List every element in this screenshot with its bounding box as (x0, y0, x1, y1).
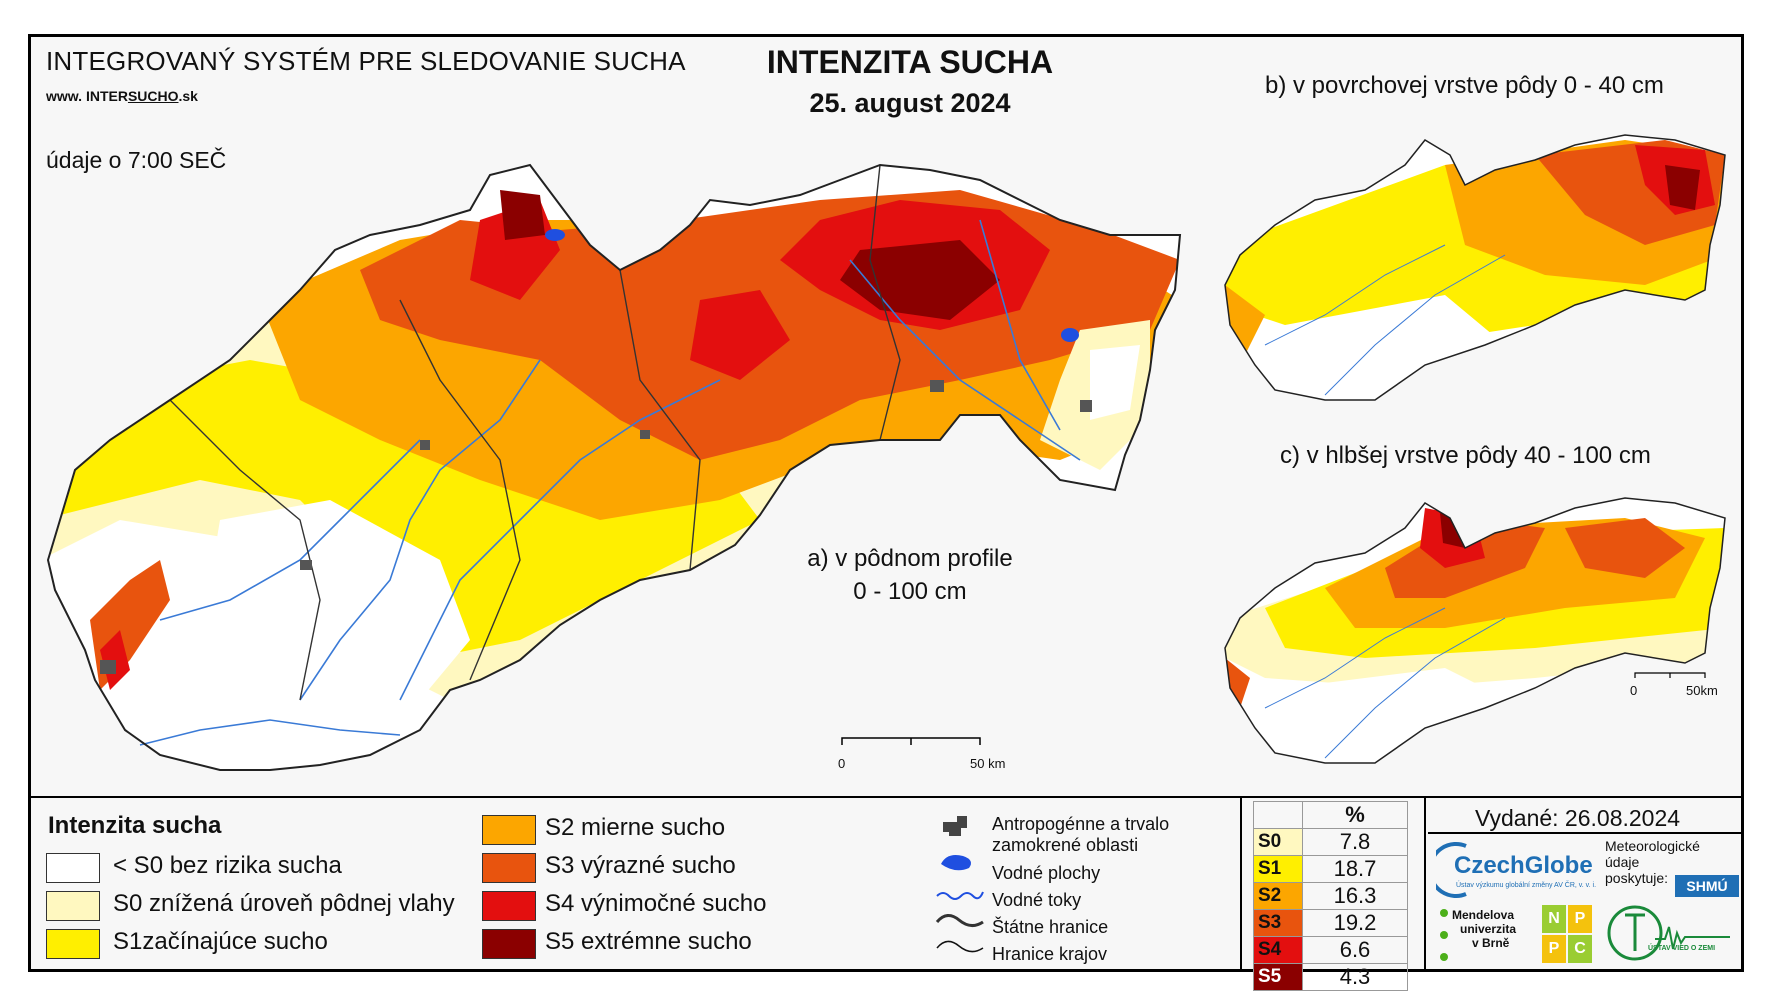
issued-date: Vydané: 26.08.2024 (1475, 805, 1681, 831)
symbol-legend-icons (935, 816, 984, 953)
pct-value-s2: 16.3 (1302, 882, 1408, 910)
symbol-label-region-border: Hranice krajov (992, 944, 1108, 964)
pct-class-s4: S4 (1253, 936, 1303, 964)
river-icon (936, 891, 984, 900)
legend-swatch-s5 (482, 929, 536, 959)
symbol-label-urban: Antropogénne a trvalo zamokrené oblasti (992, 814, 1170, 855)
system-name: INTEGROVANÝ SYSTÉM PRE SLEDOVANIE SUCHA (46, 46, 686, 76)
mendel-dots (1440, 909, 1448, 961)
map-title: INTENZITA SUCHA (766, 44, 1054, 80)
czechglobe-logo (1436, 842, 1467, 898)
legend-title: Intenzita sucha (48, 812, 222, 839)
czechglobe-subtitle: Ústav výzkumu globální změny AV ČR, v. v… (1456, 882, 1597, 889)
main-scale-bar (841, 737, 981, 745)
uvz-logo (1607, 905, 1730, 961)
pct-class-s0: S0 (1253, 828, 1303, 856)
uvz-name: ÚSTAV VIED O ZEMI (1648, 945, 1716, 952)
main-map-label: a) v pôdnom profile (807, 545, 1013, 572)
legend-label-s2: S2 mierne sucho (545, 814, 726, 841)
legend-label-s3: S3 výrazné sucho (545, 852, 736, 879)
legend-label-below-s0: < S0 bez rizika sucha (113, 852, 342, 879)
pct-value-s4: 6.6 (1302, 936, 1408, 964)
main-drought-map (46, 163, 1182, 771)
topsoil-map-label: b) v povrchovej vrstve pôdy 0 - 40 cm (1265, 72, 1664, 99)
issued-divider (1428, 832, 1744, 834)
legend-divider-2 (1424, 798, 1426, 972)
map-date: 25. august 2024 (809, 88, 1011, 118)
legend-label-s5: S5 extrémne sucho (545, 928, 752, 955)
pct-class-s1: S1 (1253, 855, 1303, 883)
drought-percent-table: % S0 7.8 S1 18.7 S2 16.3 S3 19.2 S4 6.6 S5 4.3 (1253, 801, 1408, 991)
pct-class-s2: S2 (1253, 882, 1303, 910)
topsoil-drought-map (1224, 134, 1726, 401)
legend-swatch-s3 (482, 853, 536, 883)
legend-label-s4: S4 výnimočné sucho (545, 890, 767, 917)
legend-swatch-s0 (46, 891, 100, 921)
percent-header: % (1302, 801, 1408, 829)
main-scale-end: 50 km (970, 756, 1006, 771)
pct-value-s1: 18.7 (1302, 855, 1408, 883)
pct-value-s3: 19.2 (1302, 909, 1408, 937)
legend-swatch-s2 (482, 815, 536, 845)
legend-divider-1 (1240, 798, 1242, 972)
water-body-icon (941, 855, 971, 871)
symbol-label-water-bodies: Vodné plochy (992, 863, 1101, 883)
website[interactable]: www. INTERSUCHO.sk (46, 88, 198, 104)
legend-label-s1: S1začínajúce sucho (113, 928, 328, 955)
legend-panel (28, 796, 1744, 972)
legend-label-s0: S0 znížená úroveň pôdnej vlahy (113, 890, 455, 917)
legend-swatch-s1 (46, 929, 100, 959)
urban-area-icon (943, 816, 967, 836)
pct-value-s5: 4.3 (1302, 963, 1408, 991)
main-scale-start: 0 (838, 756, 846, 771)
subsoil-drought-map (1224, 497, 1726, 764)
pct-class-s5: S5 (1253, 963, 1303, 991)
subsoil-scale-bar (1634, 672, 1706, 678)
region-border-icon (936, 940, 984, 953)
legend-swatch-s4 (482, 891, 536, 921)
legend-swatch-below-s0 (46, 853, 100, 883)
symbol-label-state-border: Štátne hranice (992, 917, 1109, 937)
pct-class-s3: S3 (1253, 909, 1303, 937)
subsoil-scale-end: 50km (1686, 683, 1718, 698)
mendel-university-logo: Mendelova univerzita v Brně (1452, 908, 1517, 950)
shmu-logo: SHMÚ (1675, 875, 1739, 897)
pct-value-s0: 7.8 (1302, 828, 1408, 856)
main-map-depth: 0 - 100 cm (853, 578, 967, 605)
czechglobe-name: CzechGlobe (1454, 852, 1593, 879)
symbol-label-rivers: Vodné toky (992, 890, 1082, 910)
meteo-provider-text: Meteorologické údaje poskytuje: (1605, 838, 1700, 886)
subsoil-scale-start: 0 (1630, 683, 1638, 698)
state-border-icon (935, 914, 984, 927)
nppc-logo: N P P C (1542, 905, 1592, 963)
observation-time: údaje o 7:00 SEČ (46, 147, 227, 173)
subsoil-map-label: c) v hlbšej vrstve pôdy 40 - 100 cm (1280, 442, 1651, 469)
